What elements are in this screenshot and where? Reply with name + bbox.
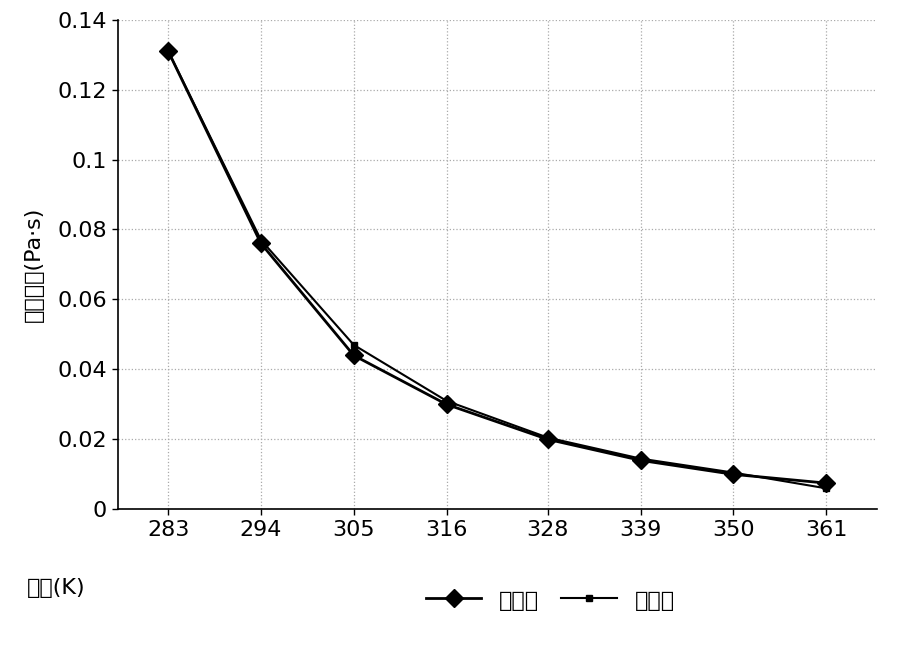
实际值 <box>163 47 173 55</box>
拟合值 <box>542 434 553 441</box>
拟合值 <box>348 341 358 349</box>
实际值 <box>348 351 358 359</box>
拟合值 <box>441 397 452 405</box>
拟合值 <box>163 47 173 55</box>
实际值 <box>256 240 266 247</box>
拟合值 <box>727 469 738 477</box>
实际值 <box>542 436 553 443</box>
实际值 <box>441 400 452 408</box>
Y-axis label: 动力粘度(Pa·s): 动力粘度(Pa·s) <box>23 207 43 322</box>
实际值 <box>635 456 646 464</box>
Line: 拟合值: 拟合值 <box>164 48 829 492</box>
Legend: 实际值, 拟合值: 实际值, 拟合值 <box>425 589 675 611</box>
Text: 温度(K): 温度(K) <box>27 578 86 597</box>
实际值 <box>820 479 831 487</box>
拟合值 <box>820 485 831 492</box>
拟合值 <box>256 236 266 244</box>
拟合值 <box>635 454 646 462</box>
实际值 <box>727 470 738 478</box>
Line: 实际值: 实际值 <box>162 45 832 489</box>
